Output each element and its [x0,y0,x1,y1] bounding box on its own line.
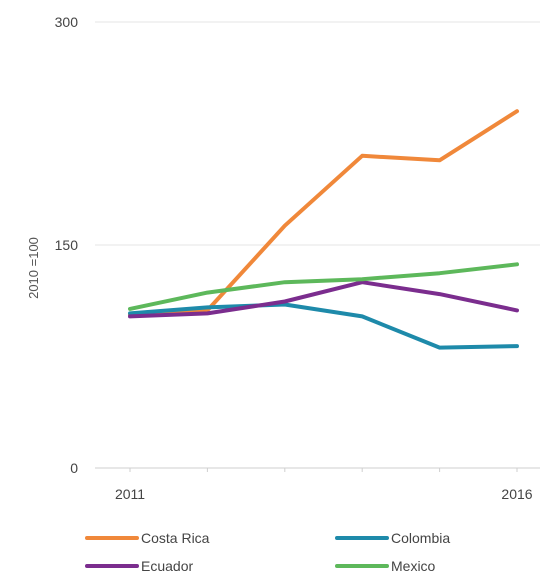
legend-label-ecuador: Ecuador [141,558,194,574]
series-line-colombia [128,302,519,350]
legend-label-colombia: Colombia [391,530,451,546]
legend-swatch-costa-rica [85,536,139,540]
legend-swatch-mexico [335,564,389,568]
legend-item-mexico: Mexico [335,558,525,574]
series-lines [128,109,519,350]
x-axis [95,467,540,472]
legend-item-ecuador: Ecuador [85,558,335,574]
legend: Costa Rica Colombia Ecuador Mexico [85,530,525,574]
series-line-costa-rica [128,109,519,317]
grid-lines [95,21,540,246]
legend-item-costa-rica: Costa Rica [85,530,335,546]
y-tick-label-0: 0 [70,460,78,476]
y-tick-label-150: 150 [55,237,79,253]
legend-label-costa-rica: Costa Rica [141,530,210,546]
series-line-ecuador [128,280,519,319]
tick-labels: 0 150 300 2011 2016 [55,14,533,502]
legend-swatch-ecuador [85,564,139,568]
legend-item-colombia: Colombia [335,530,525,546]
x-tick-label-2016: 2016 [501,486,532,502]
x-tick-label-2011: 2011 [115,486,145,502]
y-axis-title: 2010 =100 [26,237,41,299]
legend-label-mexico: Mexico [391,558,436,574]
legend-swatch-colombia [335,536,389,540]
series-line-mexico [128,262,519,311]
y-tick-label-300: 300 [55,14,79,30]
